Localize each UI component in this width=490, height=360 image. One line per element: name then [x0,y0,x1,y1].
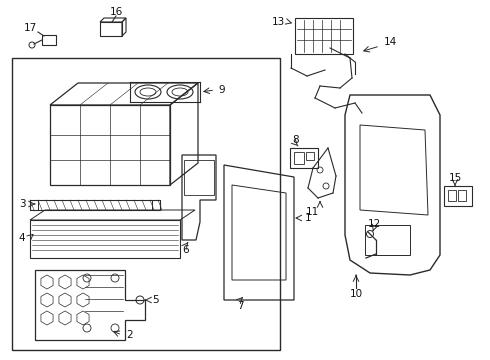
Bar [458,190,466,201]
Text: 15: 15 [448,173,462,183]
Text: 17: 17 [24,23,37,33]
Text: 9: 9 [219,85,225,95]
Text: 12: 12 [368,219,381,229]
Text: 5: 5 [152,295,158,305]
Bar [448,190,456,201]
Text: 14: 14 [383,37,396,47]
Bar [290,148,318,168]
Bar [100,22,122,36]
Bar [42,35,56,45]
Bar [444,186,472,206]
Text: 13: 13 [271,17,285,27]
Bar [30,200,160,210]
Text: 6: 6 [183,245,189,255]
Text: 4: 4 [19,233,25,243]
Text: 16: 16 [109,7,122,17]
Bar [152,200,160,210]
Text: 7: 7 [237,301,244,311]
Text: 8: 8 [293,135,299,145]
Text: 3: 3 [19,199,25,209]
Bar [306,152,314,160]
Bar [294,152,304,164]
Bar [30,200,38,210]
Bar [12,58,280,350]
Bar [295,18,353,54]
Text: 10: 10 [349,289,363,299]
Bar [365,225,410,255]
Text: 2: 2 [127,330,133,340]
Text: 1: 1 [305,213,311,223]
Text: 11: 11 [305,207,318,217]
